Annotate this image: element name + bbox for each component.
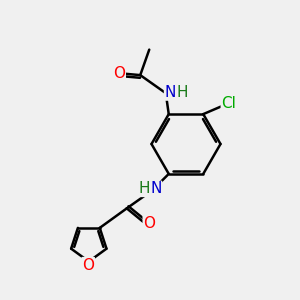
Text: H: H xyxy=(176,85,188,100)
Text: N: N xyxy=(150,182,161,196)
Text: O: O xyxy=(113,66,125,81)
Text: O: O xyxy=(143,216,155,231)
Text: O: O xyxy=(82,258,94,273)
Text: Cl: Cl xyxy=(221,96,236,111)
Text: H: H xyxy=(138,182,150,196)
Text: N: N xyxy=(165,85,176,100)
